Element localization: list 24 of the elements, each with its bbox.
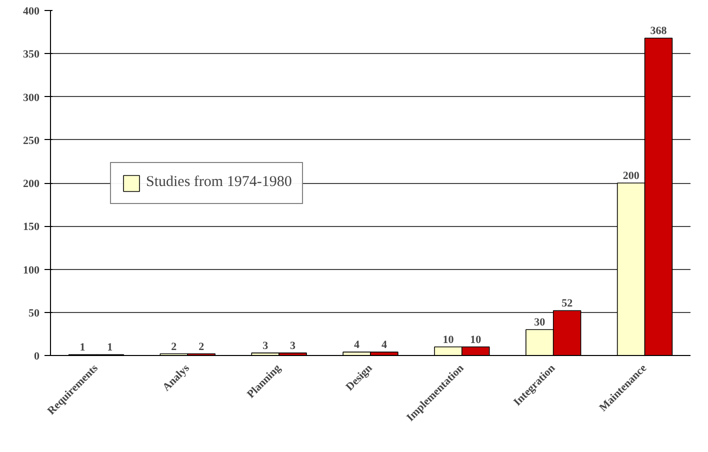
y-tick-label: 100 [23, 264, 40, 276]
data-label: 3 [262, 340, 269, 352]
data-label: 4 [354, 339, 360, 352]
data-label: 30 [534, 316, 546, 329]
data-label: 200 [622, 170, 640, 182]
data-label: 4 [381, 339, 388, 352]
y-tick-label: 0 [34, 350, 40, 362]
legend-label: Studies from 1974-1980 [146, 174, 292, 191]
data-label: 2 [198, 340, 205, 353]
data-label: 10 [470, 334, 482, 346]
data-label: 1 [107, 342, 113, 354]
data-label: 2 [171, 340, 178, 353]
data-label: 368 [650, 25, 668, 38]
data-label: 10 [442, 334, 454, 346]
data-label: 3 [290, 340, 296, 352]
data-label: 52 [562, 298, 574, 310]
y-tick-label: 150 [23, 221, 40, 234]
y-tick-label: 400 [23, 6, 40, 18]
y-tick-label: 200 [23, 178, 40, 190]
data-label: 1 [80, 342, 86, 354]
y-tick-label: 50 [28, 307, 40, 320]
y-tick-label: 250 [23, 134, 40, 147]
y-tick-label: 350 [23, 48, 40, 61]
y-tick-label: 300 [23, 92, 40, 104]
